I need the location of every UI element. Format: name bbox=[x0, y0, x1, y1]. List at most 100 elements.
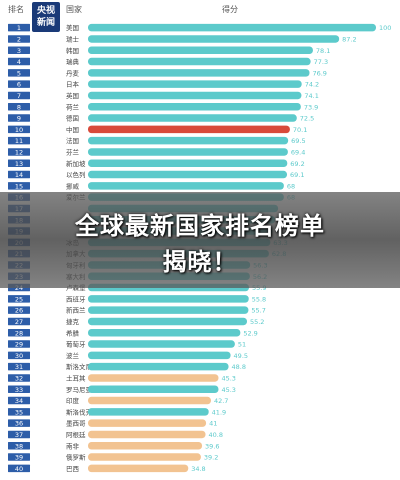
rank-box bbox=[8, 408, 30, 416]
score-label: 41 bbox=[209, 420, 217, 428]
rank-box bbox=[8, 35, 30, 43]
rank-label: 2 bbox=[17, 35, 21, 43]
rank-column-header: 排名 bbox=[8, 5, 24, 14]
logo-line-2: 新闻 bbox=[36, 18, 55, 28]
rank-label: 26 bbox=[15, 307, 23, 315]
rank-label: 31 bbox=[15, 363, 23, 371]
rank-box bbox=[8, 329, 30, 337]
score-bar bbox=[88, 430, 206, 439]
score-bar bbox=[88, 351, 231, 360]
rank-label: 36 bbox=[15, 420, 23, 428]
score-bar bbox=[88, 125, 290, 134]
country-label: 日本 bbox=[66, 80, 80, 89]
rank-box bbox=[8, 453, 30, 461]
rank-box bbox=[8, 91, 30, 100]
rank-label: 5 bbox=[17, 69, 21, 77]
score-bar bbox=[88, 453, 201, 461]
country-label: 印度 bbox=[66, 396, 80, 405]
rank-label: 4 bbox=[17, 58, 21, 66]
country-label: 俄罗斯 bbox=[66, 453, 86, 462]
country-label: 瑞士 bbox=[66, 34, 80, 43]
rank-label: 24 bbox=[15, 284, 23, 292]
score-label: 55.9 bbox=[252, 284, 266, 292]
score-bar bbox=[88, 35, 340, 43]
score-label: 77.3 bbox=[314, 58, 328, 66]
country-label: 斯洛文尼亚 bbox=[66, 362, 99, 371]
rank-box bbox=[8, 362, 30, 371]
rank-box bbox=[8, 114, 30, 122]
rank-box bbox=[8, 69, 30, 77]
headline-line-1: 全球最新国家排名榜单 bbox=[75, 212, 325, 240]
score-label: 69.5 bbox=[291, 137, 305, 145]
score-bar bbox=[88, 80, 302, 88]
score-bar bbox=[88, 91, 302, 100]
country-label: 新加坡 bbox=[66, 159, 86, 168]
rank-label: 1 bbox=[17, 24, 21, 32]
rank-box bbox=[8, 125, 30, 134]
rank-box bbox=[8, 57, 30, 66]
score-label: 39.6 bbox=[205, 442, 219, 450]
rank-label: 12 bbox=[15, 148, 23, 156]
country-label: 罗马尼亚 bbox=[66, 386, 93, 394]
rank-label: 6 bbox=[17, 81, 21, 89]
cctv-news-logo: 央视 新闻 bbox=[32, 2, 60, 32]
country-label: 法国 bbox=[66, 136, 79, 145]
country-label: 德国 bbox=[66, 114, 79, 123]
country-label: 英国 bbox=[66, 91, 79, 100]
rank-label: 34 bbox=[15, 397, 23, 405]
country-label: 阿根廷 bbox=[66, 430, 86, 439]
country-label: 南非 bbox=[66, 441, 80, 450]
rank-box bbox=[8, 182, 30, 190]
rank-box bbox=[8, 170, 30, 179]
country-label: 以色列 bbox=[66, 170, 86, 179]
score-bar bbox=[88, 295, 249, 303]
score-bar bbox=[88, 306, 249, 314]
rank-box bbox=[8, 295, 30, 303]
country-label: 巴西 bbox=[66, 465, 80, 473]
score-bar bbox=[88, 170, 288, 179]
logo-line-1: 央视 bbox=[36, 6, 55, 16]
country-label: 土耳其 bbox=[66, 373, 86, 382]
score-bar bbox=[88, 362, 229, 371]
rank-label: 29 bbox=[15, 341, 23, 349]
rank-label: 28 bbox=[15, 329, 23, 337]
score-bar bbox=[88, 385, 219, 393]
score-label: 55.7 bbox=[251, 307, 265, 315]
rank-label: 9 bbox=[17, 115, 21, 123]
score-bar bbox=[88, 442, 203, 450]
score-label: 52.9 bbox=[243, 329, 257, 337]
score-bar bbox=[88, 57, 311, 66]
rank-label: 39 bbox=[15, 454, 23, 462]
rank-box bbox=[8, 385, 30, 393]
score-label: 41.9 bbox=[212, 408, 226, 416]
country-label: 捷克 bbox=[66, 317, 80, 326]
rank-box bbox=[8, 103, 30, 111]
rank-box bbox=[8, 159, 30, 167]
country-label: 波兰 bbox=[66, 351, 80, 360]
country-label: 西班牙 bbox=[66, 294, 86, 303]
score-label: 45.3 bbox=[221, 374, 235, 382]
score-label: 49.5 bbox=[234, 352, 248, 360]
country-label: 葡萄牙 bbox=[66, 340, 86, 349]
score-label: 40.8 bbox=[209, 431, 223, 439]
rank-box bbox=[8, 306, 30, 314]
score-bar bbox=[88, 136, 289, 145]
score-bar bbox=[88, 340, 235, 348]
score-bar bbox=[88, 159, 288, 167]
rank-label: 13 bbox=[15, 160, 23, 168]
rank-label: 40 bbox=[15, 465, 23, 473]
rank-box bbox=[8, 23, 30, 32]
score-bar bbox=[88, 23, 376, 32]
country-label: 挪威 bbox=[66, 181, 80, 190]
score-label: 55.8 bbox=[252, 295, 266, 303]
rank-label: 32 bbox=[15, 374, 23, 382]
country-column-header: 国家 bbox=[66, 5, 82, 14]
rank-label: 38 bbox=[15, 442, 23, 450]
rank-label: 35 bbox=[15, 408, 23, 416]
rank-label: 15 bbox=[15, 182, 23, 190]
rank-label: 33 bbox=[15, 386, 23, 394]
score-label: 74.2 bbox=[305, 81, 319, 89]
score-bar bbox=[88, 114, 297, 122]
score-bar bbox=[88, 103, 301, 111]
score-label: 74.1 bbox=[304, 92, 318, 100]
